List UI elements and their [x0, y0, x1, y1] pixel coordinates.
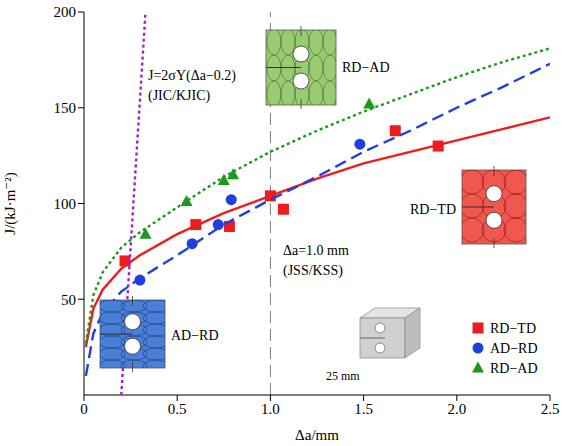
svg-text:100: 100: [54, 196, 77, 212]
svg-text:Δa=1.0 mm: Δa=1.0 mm: [283, 243, 349, 258]
svg-text:1.0: 1.0: [261, 401, 280, 417]
svg-text:200: 200: [54, 4, 77, 20]
svg-text:RD−AD: RD−AD: [342, 60, 390, 75]
svg-text:0: 0: [80, 401, 88, 417]
svg-text:AD−RD: AD−RD: [171, 328, 219, 343]
svg-text:(JSS/KSS): (JSS/KSS): [283, 263, 343, 279]
svg-text:RD−TD: RD−TD: [490, 321, 536, 336]
svg-text:0.5: 0.5: [168, 401, 187, 417]
svg-text:1.5: 1.5: [354, 401, 373, 417]
svg-text:(JIC/KJIC): (JIC/KJIC): [148, 88, 211, 104]
svg-text:RD−AD: RD−AD: [490, 361, 538, 376]
svg-text:2.5: 2.5: [541, 401, 560, 417]
svg-text:J=2σY(Δa−0.2): J=2σY(Δa−0.2): [148, 68, 236, 84]
svg-text:25 mm: 25 mm: [326, 369, 360, 383]
svg-text:RD−TD: RD−TD: [410, 202, 456, 217]
svg-text:2.0: 2.0: [447, 401, 466, 417]
svg-text:50: 50: [61, 292, 76, 308]
svg-text:150: 150: [54, 100, 77, 116]
svg-text:J/(kJ·m⁻²): J/(kJ·m⁻²): [2, 172, 19, 234]
svg-text:AD−RD: AD−RD: [490, 341, 538, 356]
svg-text:Δa/mm: Δa/mm: [295, 427, 339, 443]
